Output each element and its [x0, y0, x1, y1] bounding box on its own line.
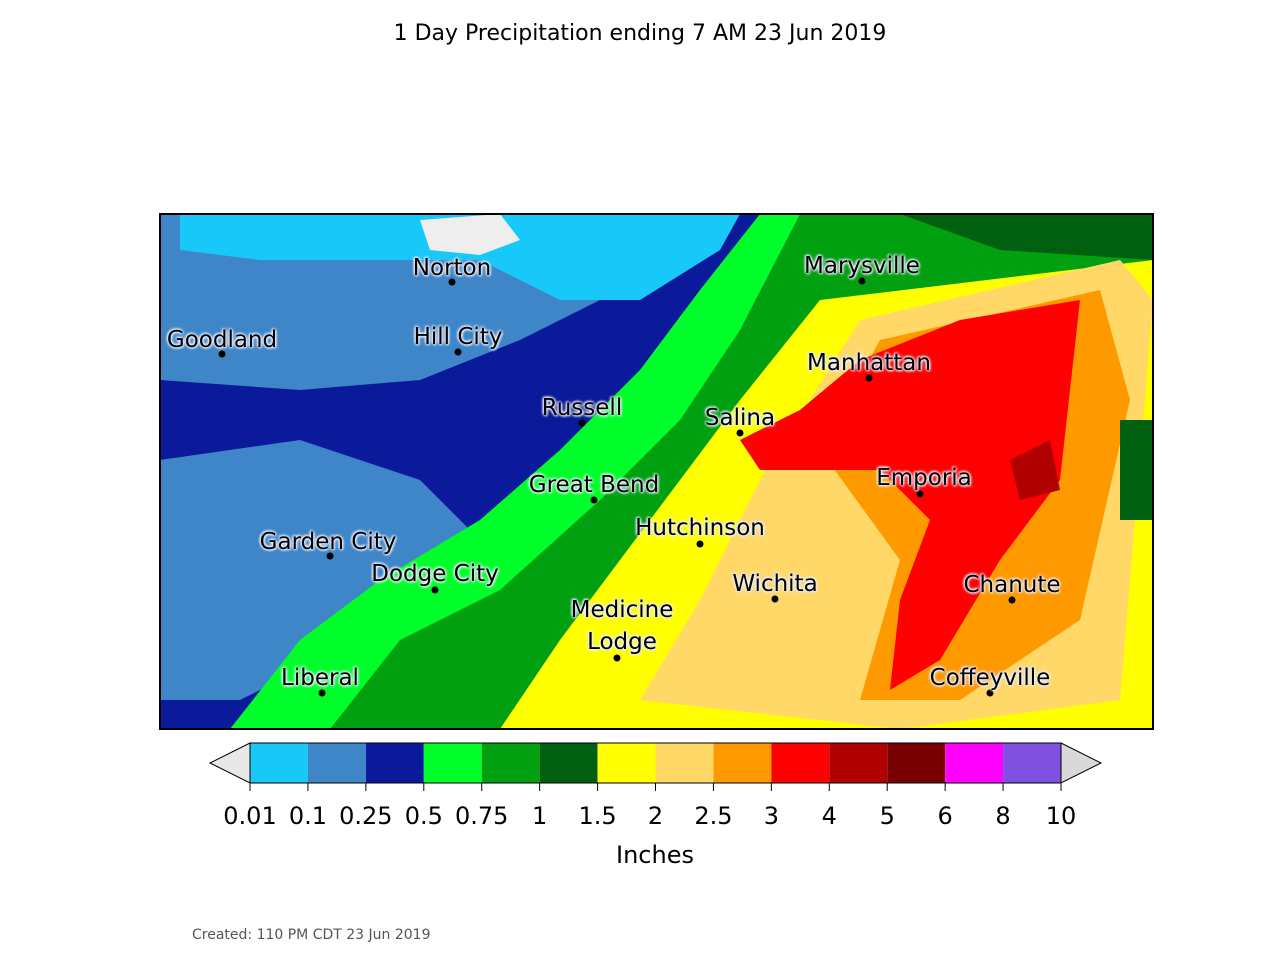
colorbar-tick-label: 1.5	[578, 802, 616, 830]
city-dot	[448, 278, 456, 286]
city-dot	[1008, 596, 1016, 604]
colorbar-swatch	[655, 743, 714, 783]
colorbar-label: Inches	[616, 841, 694, 869]
colorbar-tick-label: 5	[880, 802, 895, 830]
colorbar-tick-label: 0.75	[455, 802, 508, 830]
colorbar-tick-label: 2.5	[694, 802, 732, 830]
colorbar-swatch	[713, 743, 772, 783]
city-label: Salina	[704, 405, 776, 431]
city-label: Manhattan	[807, 350, 931, 376]
colorbar-swatch	[250, 743, 308, 783]
colorbar-tick-label: 3	[764, 802, 779, 830]
city-label: Medicine Lodge	[570, 597, 674, 655]
colorbar-swatch	[945, 743, 1004, 783]
city-dot	[613, 654, 621, 662]
city-dot	[916, 490, 924, 498]
city-dot	[590, 496, 598, 504]
colorbar-swatch	[481, 743, 540, 783]
colorbar-swatch	[539, 743, 598, 783]
colorbar-tick-label: 0.25	[339, 802, 392, 830]
footer: Created: 110 PM CDT 23 Jun 2019	[192, 927, 431, 943]
colorbar-swatch	[1003, 743, 1061, 783]
city-label: Hutchinson	[635, 515, 765, 541]
city-dot	[736, 429, 744, 437]
city-dot	[771, 595, 779, 603]
colorbar-swatch	[771, 743, 830, 783]
precip-map	[159, 213, 1154, 730]
colorbar-swatch	[887, 743, 946, 783]
city-dot	[865, 374, 873, 382]
colorbar-tick-label: 1	[532, 802, 547, 830]
colorbar-tick-label: 0.5	[405, 802, 443, 830]
city-label: Hill City	[413, 324, 503, 350]
city-label: Marysville	[804, 253, 920, 279]
colorbar-tick-label: 6	[938, 802, 953, 830]
city-label: Norton	[412, 255, 492, 281]
city-label: Great Bend	[528, 472, 660, 498]
colorbar-tick-label: 0.1	[289, 802, 327, 830]
city-label: Chanute	[963, 572, 1061, 598]
city-dot	[578, 419, 586, 427]
city-dot	[326, 552, 334, 560]
city-label: Garden City	[259, 529, 397, 555]
city-label: Goodland	[166, 327, 278, 353]
colorbar: 0.01 0.1 0.25 0.5 0.75 1 1.5 2 2.5 3 4 5 6 8 10	[208, 742, 1103, 830]
city-label: Emporia	[876, 465, 972, 491]
city-label: Dodge City	[371, 561, 499, 587]
city-dot	[454, 348, 462, 356]
city-dot	[858, 277, 866, 285]
city-dot	[696, 540, 704, 548]
colorbar-tick-label: 8	[995, 802, 1010, 830]
colorbar-tick-label: 4	[822, 802, 837, 830]
city-label: Wichita	[732, 571, 818, 597]
city-label: Liberal	[281, 665, 359, 691]
colorbar-swatch	[423, 743, 482, 783]
city-dot	[431, 586, 439, 594]
city-dot	[986, 689, 994, 697]
colorbar-tick-label: 2	[648, 802, 663, 830]
colorbar-swatch	[597, 743, 656, 783]
colorbar-tick-label: 0.01	[223, 802, 276, 830]
title: 1 Day Precipitation ending 7 AM 23 Jun 2…	[394, 21, 887, 46]
city-dot	[218, 350, 226, 358]
colorbar-swatch	[307, 743, 366, 783]
city-dot	[318, 689, 326, 697]
colorbar-swatch	[365, 743, 424, 783]
colorbar-swatch	[829, 743, 888, 783]
city-label: Russell	[541, 395, 623, 421]
city-label: Coffeyville	[929, 665, 1051, 691]
colorbar-tick-label: 10	[1046, 802, 1077, 830]
